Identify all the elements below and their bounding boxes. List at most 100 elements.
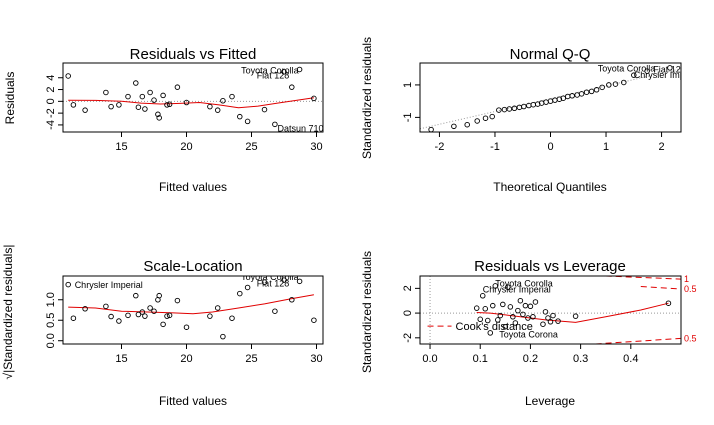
data-point (510, 314, 516, 320)
smoother-line (68, 97, 314, 109)
data-point (543, 99, 549, 105)
data-point (237, 290, 243, 297)
data-point (281, 277, 287, 283)
point-label: Chrysler Imperial (483, 285, 551, 295)
data-point (500, 301, 506, 308)
data-point (70, 102, 77, 108)
data-point (525, 315, 531, 321)
data-point (511, 105, 518, 112)
y-tick-label: 4 (45, 75, 57, 81)
x-tick-label: 20 (180, 141, 192, 153)
data-point (502, 323, 509, 330)
data-point (311, 317, 317, 323)
data-point (151, 97, 157, 103)
data-point (572, 313, 579, 319)
x-axis-label: Leverage (525, 394, 575, 408)
plot-frame (419, 275, 682, 345)
data-point (289, 84, 295, 90)
data-point (547, 318, 554, 325)
y-axis-label: √|Standardized residuals| (1, 245, 15, 380)
data-point (174, 84, 181, 90)
x-tick-label: 1 (603, 141, 609, 153)
data-point (552, 97, 558, 103)
data-point (164, 102, 170, 108)
cooks-level-label: 1 (684, 274, 689, 284)
data-point (108, 313, 114, 320)
x-axis-label: Fitted values (159, 180, 227, 194)
data-point (578, 91, 585, 97)
data-point (517, 297, 524, 304)
data-point (451, 123, 457, 130)
panel-title: Scale-Location (143, 258, 242, 275)
data-point (272, 121, 278, 128)
data-point (82, 306, 88, 312)
data-point (296, 278, 303, 285)
data-point (82, 107, 88, 113)
point-label: Fiat 128 (653, 64, 686, 74)
data-point (65, 73, 71, 79)
y-tick-label: 0.0 (45, 333, 57, 348)
data-point (593, 87, 600, 93)
x-tick-label: 15 (115, 353, 127, 365)
data-point (214, 107, 221, 113)
data-point (103, 89, 109, 96)
x-tick-label: 0.3 (573, 353, 588, 365)
data-point (520, 311, 526, 318)
x-tick-label: 25 (245, 141, 257, 153)
data-point (540, 321, 546, 327)
data-point (532, 299, 539, 305)
x-tick-label: 0.4 (623, 353, 638, 365)
data-point (556, 96, 563, 102)
data-point (667, 65, 673, 71)
data-point (527, 303, 534, 310)
point-label: Datsun 710 (278, 123, 324, 133)
cooks-level-label: 0.5 (684, 333, 697, 343)
data-point (506, 106, 513, 112)
x-axis-label: Theoretical Quantiles (493, 180, 606, 194)
data-point (521, 103, 527, 110)
x-tick-label: 0.1 (473, 353, 488, 365)
x-tick-label: 25 (245, 353, 257, 365)
point-label: Toyota Corolla (598, 64, 656, 74)
data-point (550, 312, 556, 319)
data-point (612, 81, 619, 87)
x-tick-label: 30 (310, 141, 322, 153)
data-point (542, 309, 549, 315)
data-point (569, 93, 575, 99)
plot-frame (62, 275, 324, 345)
data-point (229, 315, 235, 321)
data-point (497, 312, 504, 319)
data-point (311, 95, 317, 102)
data-point (665, 300, 672, 306)
panel-title: Normal Q-Q (510, 46, 591, 63)
y-tick-label: 2 (45, 86, 57, 92)
x-tick-label: 15 (115, 141, 127, 153)
data-point (485, 317, 491, 324)
panel-residuals-vs-fitted: Residuals vs Fitted Fitted values Residu… (3, 46, 324, 194)
data-point (207, 103, 213, 110)
data-point (237, 113, 243, 120)
data-point (261, 106, 268, 113)
data-point (473, 305, 480, 311)
data-point (133, 80, 139, 86)
data-point (160, 92, 166, 99)
point-label: Toyota Corolla (241, 66, 299, 76)
y-axis-label: Residuals (3, 72, 17, 125)
data-point (477, 316, 483, 323)
data-point (65, 281, 71, 288)
panel-normal-qq: Normal Q-Q Theoretical Quantiles Standar… (360, 37, 702, 194)
y-tick-label: 0 (45, 98, 57, 104)
point-label: Chrysler Imperial (634, 70, 702, 80)
data-point (588, 88, 595, 95)
point-label: Toyota Corolla (495, 278, 553, 288)
cooks-level-label: 0.5 (684, 284, 697, 294)
data-point (156, 115, 162, 121)
data-point (474, 118, 480, 124)
cooks-distance-contour (640, 286, 681, 290)
data-point (574, 92, 580, 98)
smoother-line (476, 302, 669, 323)
data-point (70, 315, 77, 321)
